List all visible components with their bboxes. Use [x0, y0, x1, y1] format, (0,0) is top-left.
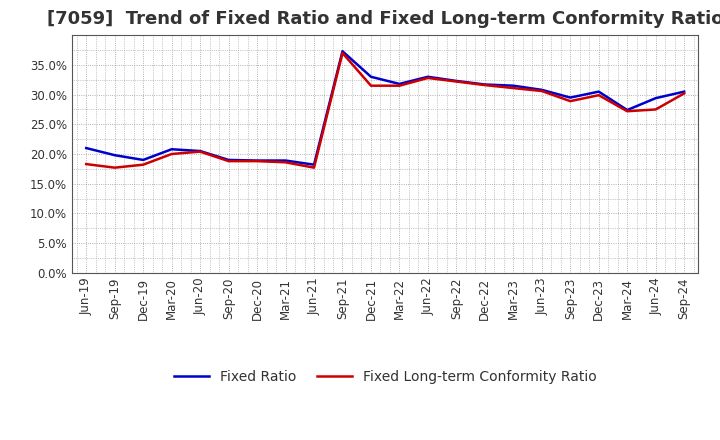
Fixed Ratio: [338, 48, 347, 54]
Fixed Ratio: [139, 157, 148, 162]
Fixed Ratio: [566, 95, 575, 100]
Fixed Long-term Conformity Ratio: [595, 92, 603, 98]
Fixed Long-term Conformity Ratio: [423, 75, 432, 81]
Line: Fixed Long-term Conformity Ratio: Fixed Long-term Conformity Ratio: [86, 53, 684, 168]
Fixed Long-term Conformity Ratio: [509, 85, 518, 91]
Fixed Long-term Conformity Ratio: [110, 165, 119, 170]
Fixed Long-term Conformity Ratio: [623, 109, 631, 114]
Fixed Long-term Conformity Ratio: [366, 83, 375, 88]
Fixed Long-term Conformity Ratio: [395, 83, 404, 88]
Legend: Fixed Ratio, Fixed Long-term Conformity Ratio: Fixed Ratio, Fixed Long-term Conformity …: [168, 364, 602, 389]
Fixed Ratio: [423, 74, 432, 79]
Fixed Ratio: [167, 147, 176, 152]
Fixed Ratio: [282, 158, 290, 163]
Fixed Long-term Conformity Ratio: [652, 107, 660, 112]
Title: [7059]  Trend of Fixed Ratio and Fixed Long-term Conformity Ratio: [7059] Trend of Fixed Ratio and Fixed Lo…: [47, 10, 720, 28]
Fixed Long-term Conformity Ratio: [139, 162, 148, 167]
Fixed Ratio: [225, 157, 233, 162]
Fixed Ratio: [366, 74, 375, 79]
Fixed Long-term Conformity Ratio: [680, 91, 688, 96]
Fixed Ratio: [509, 83, 518, 88]
Fixed Long-term Conformity Ratio: [253, 158, 261, 164]
Fixed Ratio: [452, 78, 461, 84]
Fixed Ratio: [680, 89, 688, 94]
Fixed Long-term Conformity Ratio: [338, 51, 347, 56]
Fixed Ratio: [652, 95, 660, 101]
Fixed Long-term Conformity Ratio: [282, 160, 290, 165]
Fixed Long-term Conformity Ratio: [566, 99, 575, 104]
Fixed Long-term Conformity Ratio: [310, 165, 318, 170]
Fixed Ratio: [395, 81, 404, 87]
Line: Fixed Ratio: Fixed Ratio: [86, 51, 684, 165]
Fixed Ratio: [82, 145, 91, 150]
Fixed Long-term Conformity Ratio: [225, 158, 233, 164]
Fixed Ratio: [110, 153, 119, 158]
Fixed Long-term Conformity Ratio: [196, 149, 204, 154]
Fixed Long-term Conformity Ratio: [537, 88, 546, 94]
Fixed Long-term Conformity Ratio: [480, 82, 489, 88]
Fixed Ratio: [196, 148, 204, 154]
Fixed Ratio: [310, 162, 318, 167]
Fixed Ratio: [623, 107, 631, 113]
Fixed Ratio: [480, 82, 489, 87]
Fixed Long-term Conformity Ratio: [167, 151, 176, 157]
Fixed Ratio: [595, 89, 603, 94]
Fixed Ratio: [537, 87, 546, 92]
Fixed Ratio: [253, 158, 261, 163]
Fixed Long-term Conformity Ratio: [452, 79, 461, 84]
Fixed Long-term Conformity Ratio: [82, 161, 91, 167]
